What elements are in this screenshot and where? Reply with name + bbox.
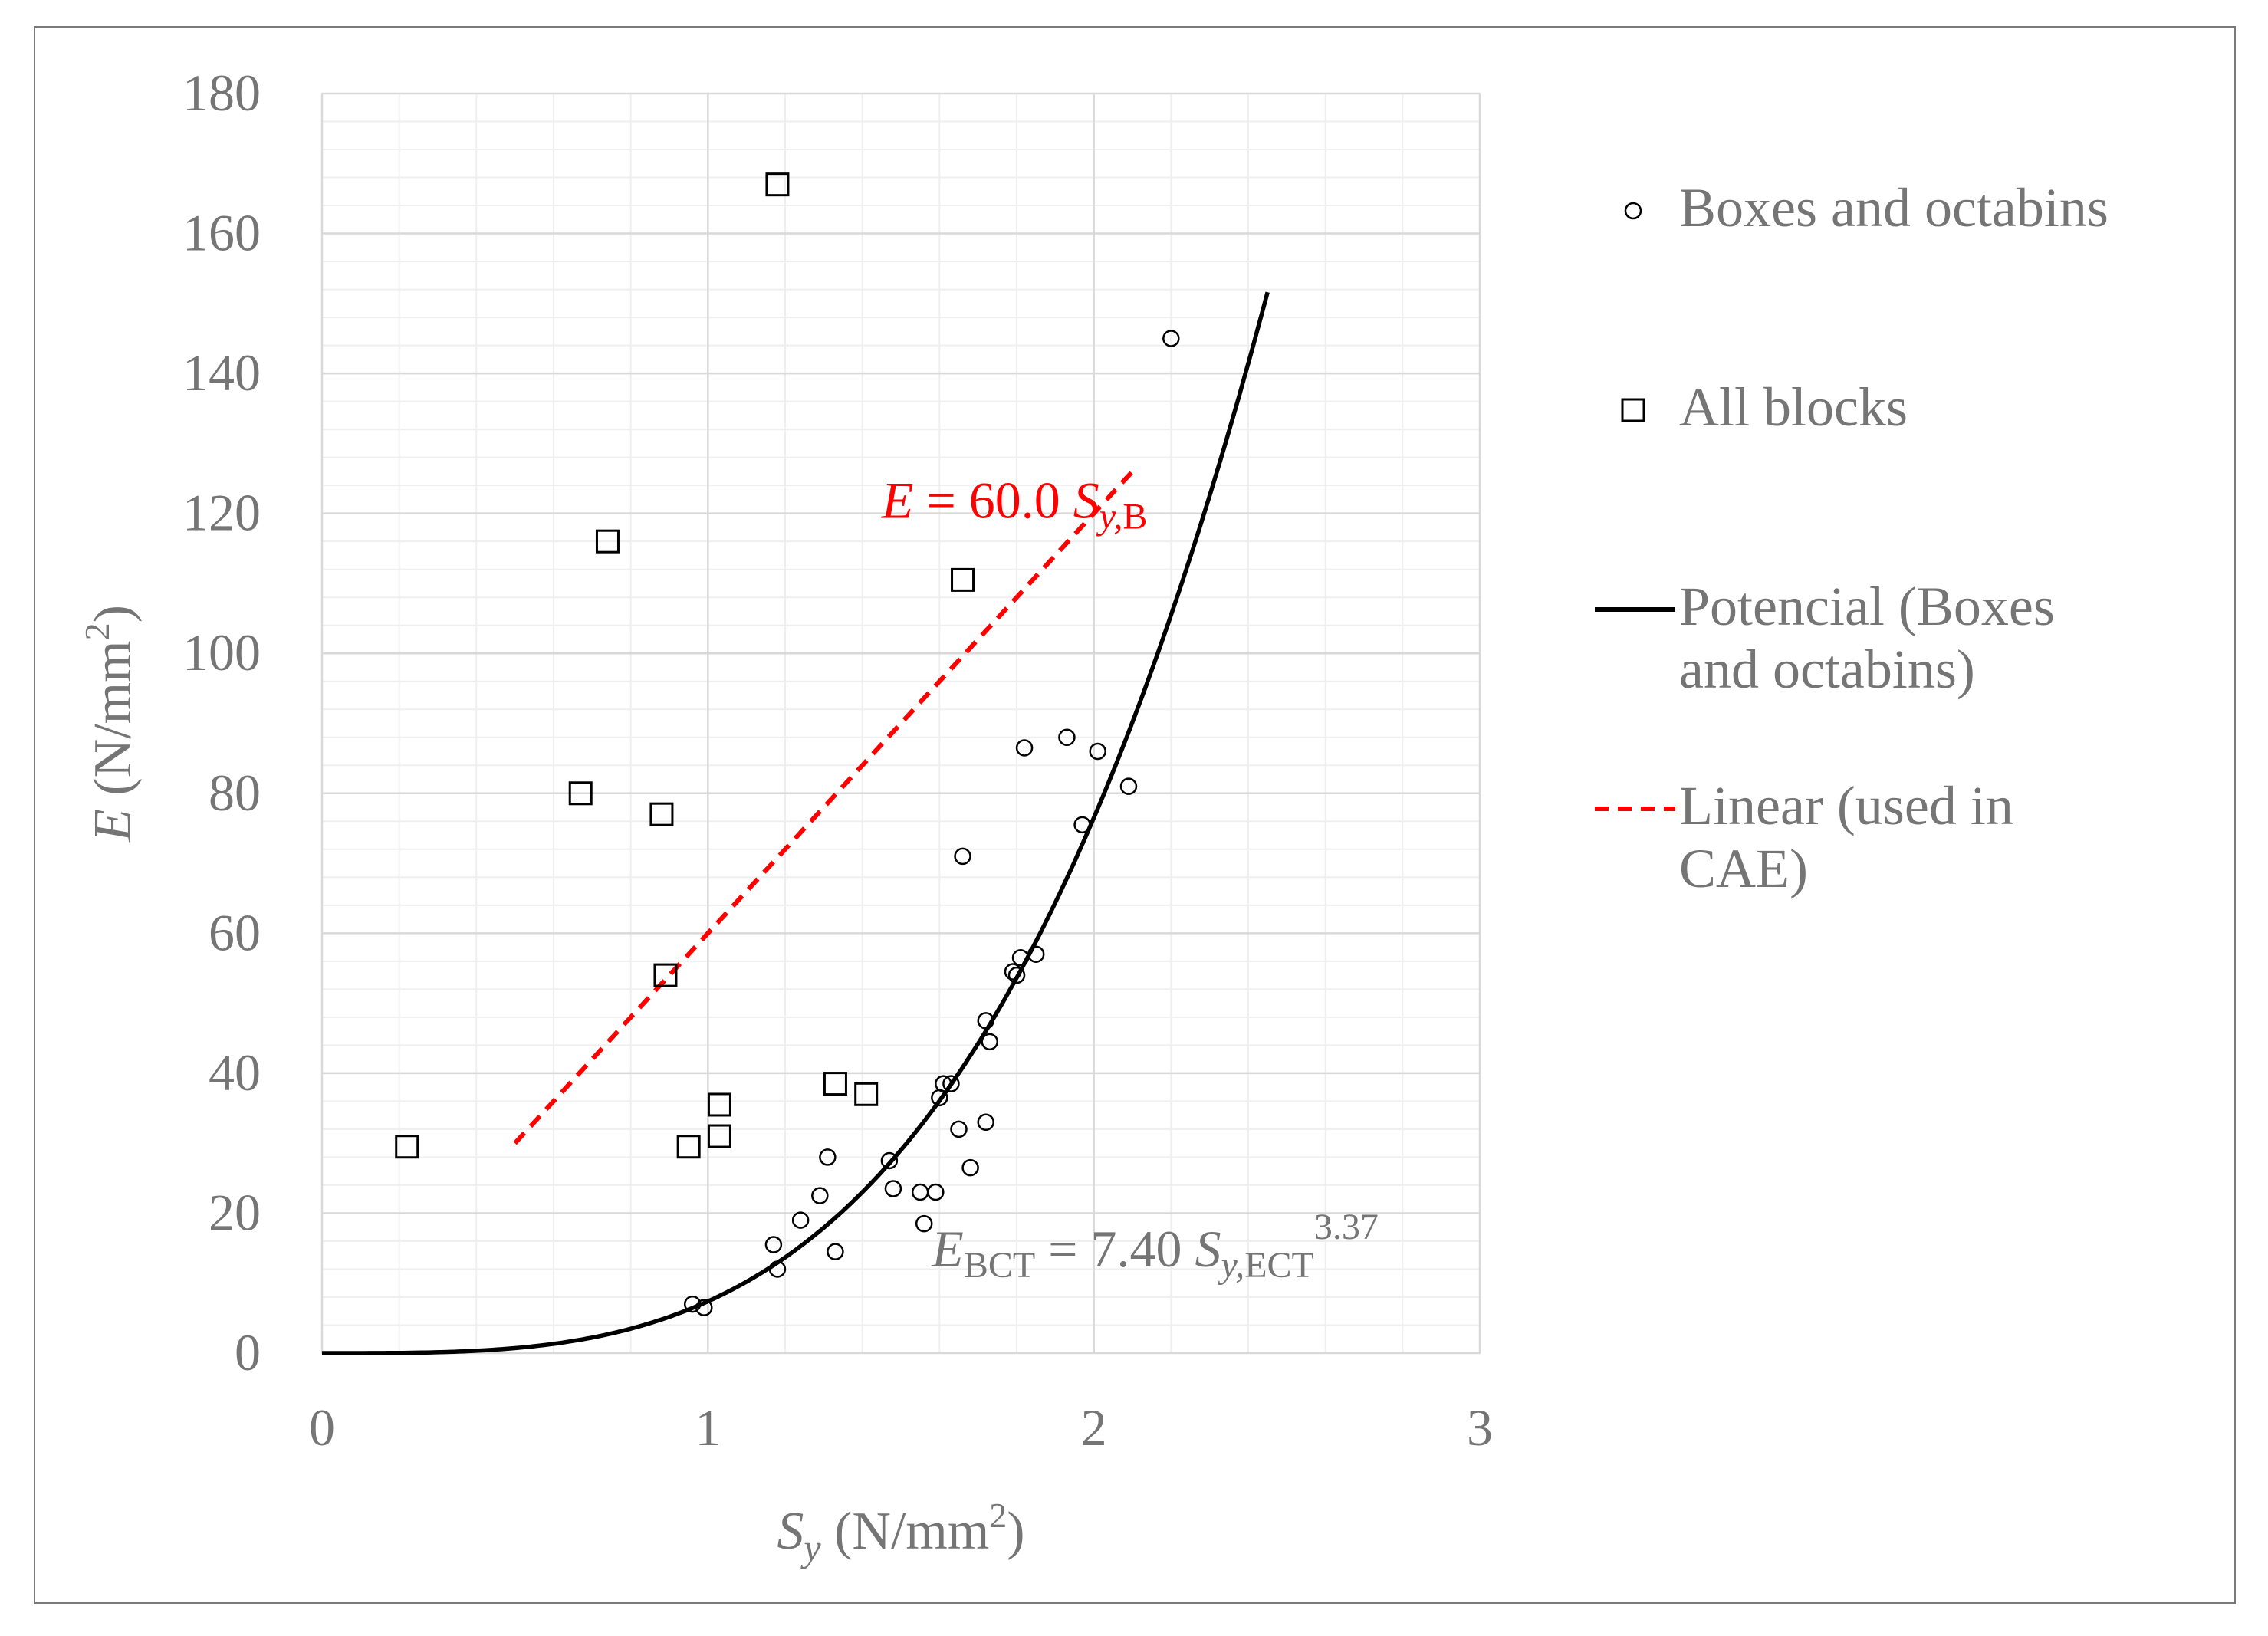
circle-point	[811, 1187, 829, 1204]
circle-point	[1162, 330, 1180, 347]
equation-annotations: E = 60.0 Sy,B EBCT = 7.40 Sy,ECT3.37	[881, 471, 1379, 1286]
circle-point	[1015, 739, 1034, 757]
circle-point	[927, 1183, 945, 1201]
x-axis-title: Sy (N/mm2)	[777, 1496, 1024, 1569]
legend-label: and octabins)	[1679, 639, 1975, 700]
square-point	[951, 567, 975, 592]
x-tick-label: 0	[309, 1398, 335, 1457]
square-point	[707, 1092, 731, 1117]
circle-point	[935, 1075, 952, 1092]
circle-point	[954, 847, 971, 866]
power-trendline	[322, 291, 1270, 1355]
x-tick-label: 2	[1081, 1398, 1107, 1457]
circle-point	[1027, 945, 1045, 963]
trendlines	[322, 291, 1270, 1355]
y-tick-label: 60	[209, 903, 261, 961]
circle-point	[768, 1260, 787, 1278]
circle-point	[683, 1295, 702, 1313]
square-point	[854, 1082, 879, 1106]
y-axis-ticks: 0 20 40 60 80 100 120 140 160 180	[182, 64, 261, 1381]
circle-point	[827, 1243, 844, 1260]
legend-label: All blocks	[1679, 376, 1908, 438]
circle-point	[884, 1180, 902, 1197]
circle-point	[695, 1299, 713, 1316]
circle-point	[791, 1211, 810, 1229]
legend-label: CAE)	[1679, 838, 1808, 899]
linear-trendline	[513, 469, 1135, 1145]
circle-point	[981, 1033, 999, 1051]
y-tick-label: 120	[182, 484, 261, 542]
circle-point	[1004, 963, 1022, 981]
x-tick-label: 3	[1467, 1398, 1493, 1457]
legend-entry: All blocks	[1621, 376, 1908, 438]
legend-square-icon	[1621, 398, 1645, 422]
legend-label: Boxes and octabins	[1679, 177, 2109, 238]
legend-label: Linear (used in	[1679, 775, 2013, 836]
square-point	[653, 963, 678, 987]
plot-area-border	[321, 93, 1481, 1354]
square-point	[707, 1124, 731, 1148]
circle-point	[1089, 742, 1106, 761]
chart-frame	[34, 26, 2236, 1604]
circle-point	[977, 1012, 994, 1030]
circle-point	[977, 1113, 994, 1132]
y-tick-label: 160	[182, 204, 261, 262]
circle-point	[1058, 728, 1076, 747]
circle-point	[961, 1158, 979, 1177]
power-equation-label: EBCT = 7.40 Sy,ECT3.37	[931, 1207, 1379, 1286]
x-tick-label: 1	[695, 1398, 721, 1457]
circle-point	[950, 1120, 968, 1138]
y-tick-label: 180	[182, 64, 261, 122]
legend-entry: Boxes and octabins	[1624, 177, 2109, 238]
square-point	[765, 172, 790, 197]
square-point	[823, 1072, 847, 1096]
linear-equation-label: E = 60.0 Sy,B	[881, 471, 1148, 537]
axis-labels: Sy (N/mm2) E (N/mm2)	[77, 605, 1025, 1569]
legend: Boxes and octabins All blocks Potencial (B…	[1595, 177, 2109, 899]
circle-point	[942, 1075, 960, 1092]
minor-gridlines	[322, 94, 1480, 1353]
circle-point	[1073, 816, 1091, 834]
y-tick-label: 140	[182, 343, 261, 402]
x-axis-ticks: 0 1 2 3	[309, 1398, 1493, 1457]
y-tick-label: 0	[235, 1323, 261, 1381]
data-points	[395, 172, 1180, 1316]
y-tick-label: 100	[182, 623, 261, 682]
y-tick-label: 40	[209, 1043, 261, 1102]
legend-circle-icon	[1624, 202, 1642, 220]
square-point	[649, 802, 674, 826]
circle-point	[764, 1236, 783, 1253]
y-tick-label: 80	[209, 764, 261, 822]
legend-label: Potencial (Boxes	[1679, 576, 2055, 637]
square-point	[395, 1135, 419, 1159]
circle-point	[1119, 777, 1138, 795]
y-tick-label: 20	[209, 1183, 261, 1241]
square-point	[568, 781, 593, 806]
y-axis-title: E (N/mm2)	[77, 605, 143, 843]
square-point	[595, 529, 620, 554]
major-gridlines	[320, 92, 1481, 1355]
square-point	[676, 1135, 701, 1159]
circle-point	[880, 1151, 899, 1170]
circle-point	[915, 1214, 933, 1233]
circle-point	[911, 1183, 929, 1201]
circle-point	[819, 1148, 837, 1166]
circle-point	[1007, 966, 1026, 984]
